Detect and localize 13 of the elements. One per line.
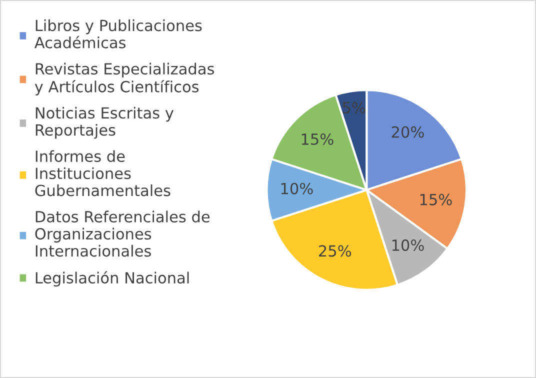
legend-label: Datos Referenciales de Organizaciones Internacionales [35,210,210,257]
legend-label: Legislación Nacional [36,271,189,287]
data-label: 10% [281,182,313,194]
data-label: 15% [302,133,334,145]
data-label: 15% [420,194,452,206]
legend-label: Revistas Especializadas y Artículos Científicos [34,62,214,96]
data-label: 5% [342,102,366,114]
data-label: 25% [319,245,352,257]
legend-label: Libros y Publicaciones Académicas [34,19,202,48]
legend-label: Informes de Instituciones Gubernamentales [35,150,170,196]
data-label: 10% [392,239,424,251]
data-label: 20% [392,126,424,138]
legend-label: Noticias Escritas y Reportajes [36,106,174,139]
